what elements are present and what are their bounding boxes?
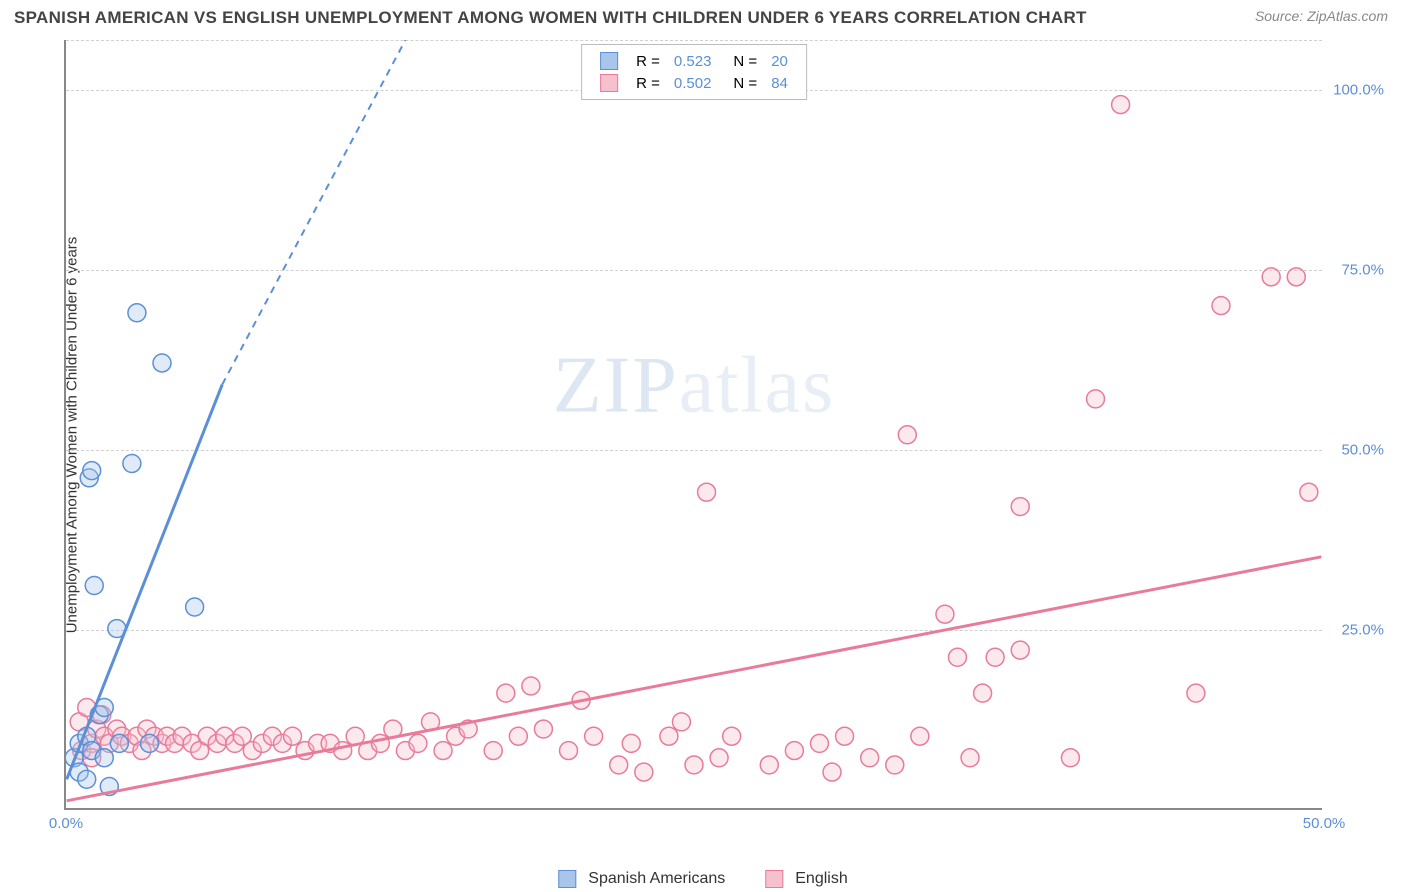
point-english [610,756,628,774]
point-english [622,734,640,752]
point-spanish [78,770,96,788]
y-tick-label: 25.0% [1341,622,1384,639]
point-spanish [186,598,204,616]
point-spanish [123,455,141,473]
point-english [836,727,854,745]
source-attribution: Source: ZipAtlas.com [1255,8,1388,24]
point-english [560,742,578,760]
legend-row-english: R = 0.502 N = 84 [594,73,794,93]
r-value-spanish: 0.523 [668,51,718,71]
point-english [886,756,904,774]
point-english [1112,96,1130,114]
point-english [1287,268,1305,286]
point-english [1262,268,1280,286]
x-tick-label: 50.0% [1303,815,1346,832]
legend-item-spanish: Spanish Americans [558,870,725,888]
point-english [685,756,703,774]
n-value-spanish: 20 [765,51,794,71]
point-english [1187,684,1205,702]
point-english [823,763,841,781]
point-english [986,648,1004,666]
point-english [861,749,879,767]
legend-series: Spanish Americans English [558,870,847,888]
n-value-english: 84 [765,73,794,93]
point-english [710,749,728,767]
point-english [534,720,552,738]
point-english [698,483,716,501]
point-spanish [85,577,103,595]
point-english [522,677,540,695]
point-english [1300,483,1318,501]
point-english [810,734,828,752]
point-english [1087,390,1105,408]
point-english [334,742,352,760]
x-tick-label: 0.0% [49,815,83,832]
point-spanish [153,354,171,372]
swatch-english-icon [765,870,783,888]
swatch-spanish-icon [600,52,618,70]
point-english [785,742,803,760]
y-tick-label: 100.0% [1333,82,1384,99]
point-english [497,684,515,702]
point-english [1061,749,1079,767]
point-english [585,727,603,745]
plot-svg [66,40,1322,808]
legend-item-english: English [765,870,847,888]
r-value-english: 0.502 [668,73,718,93]
point-spanish [128,304,146,322]
point-spanish [140,734,158,752]
point-english [1011,641,1029,659]
point-spanish [95,749,113,767]
point-english [1212,297,1230,315]
y-tick-label: 75.0% [1341,262,1384,279]
legend-row-spanish: R = 0.523 N = 20 [594,51,794,71]
swatch-english-icon [600,74,618,92]
point-spanish [83,462,101,480]
point-spanish [110,734,128,752]
y-tick-label: 50.0% [1341,442,1384,459]
point-english [509,727,527,745]
point-english [1011,498,1029,516]
trendline-extrapolated [222,40,405,385]
point-english [898,426,916,444]
point-english [936,605,954,623]
point-english [974,684,992,702]
point-english [760,756,778,774]
point-english [434,742,452,760]
point-english [911,727,929,745]
point-english [484,742,502,760]
chart-area: Unemployment Among Women with Children U… [50,40,1386,830]
point-english [672,713,690,731]
swatch-spanish-icon [558,870,576,888]
plot-region: ZIPatlas R = 0.523 N = 20 R = 0.502 N = … [64,40,1322,810]
point-english [961,749,979,767]
point-english [660,727,678,745]
point-english [949,648,967,666]
chart-title: SPANISH AMERICAN VS ENGLISH UNEMPLOYMENT… [14,8,1087,28]
legend-stats: R = 0.523 N = 20 R = 0.502 N = 84 [581,44,807,100]
point-english [284,727,302,745]
point-english [409,734,427,752]
point-english [723,727,741,745]
point-english [635,763,653,781]
